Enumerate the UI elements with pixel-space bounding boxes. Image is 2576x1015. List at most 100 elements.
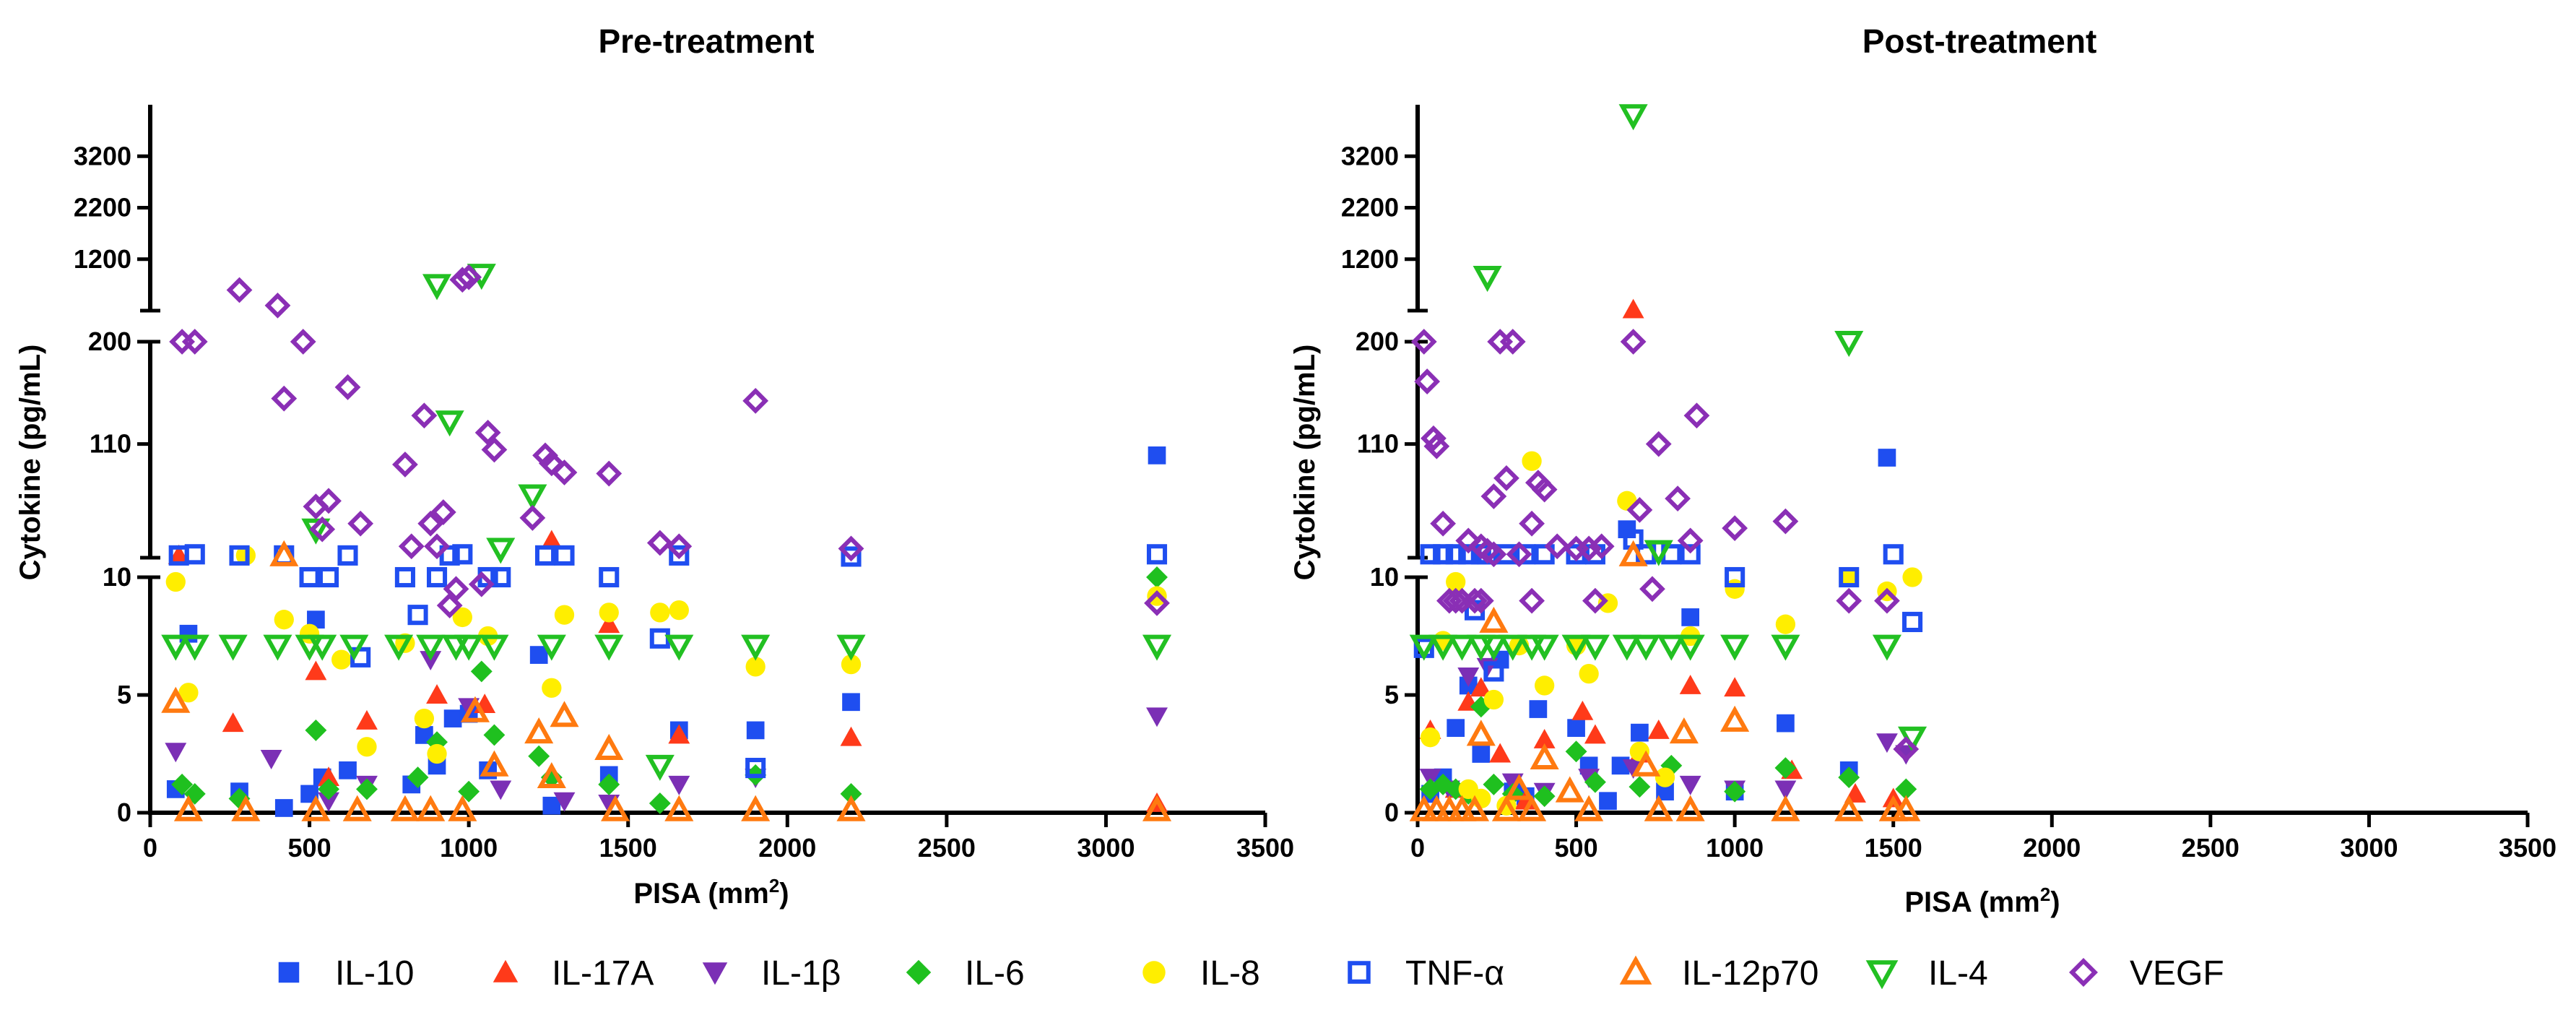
data-point — [390, 795, 420, 821]
x-tick-label: 1500 — [1865, 833, 1922, 863]
data-point — [1420, 727, 1441, 748]
data-point — [1612, 634, 1642, 661]
data-point — [173, 795, 203, 821]
data-point — [274, 610, 294, 630]
data-point — [1629, 776, 1651, 798]
x-tick-label: 500 — [1555, 833, 1598, 863]
data-point — [1777, 714, 1795, 733]
data-points — [161, 264, 1172, 821]
data-point — [1460, 795, 1490, 821]
data-point — [483, 724, 506, 746]
data-point — [650, 602, 670, 623]
data-point — [1644, 540, 1673, 566]
data-point — [554, 605, 575, 625]
data-point — [1631, 723, 1649, 742]
x-tick-label: 2500 — [918, 833, 976, 863]
legend-item: IL-12p70 — [1619, 954, 1819, 993]
data-point — [1724, 780, 1746, 803]
data-point — [1410, 329, 1437, 355]
data-point — [456, 264, 482, 290]
data-point — [1669, 717, 1699, 744]
data-point — [542, 678, 562, 698]
legend-label: IL-17A — [552, 954, 654, 993]
data-point — [1579, 664, 1599, 684]
data-point — [1774, 757, 1797, 779]
data-point — [1535, 675, 1555, 696]
data-point — [1775, 614, 1796, 634]
data-point — [1679, 775, 1701, 795]
data-point — [430, 499, 456, 525]
data-point — [1420, 544, 1441, 565]
data-point — [1472, 745, 1491, 763]
data-point — [222, 712, 244, 733]
data-point — [1517, 795, 1547, 821]
data-point — [537, 634, 566, 661]
data-point — [1665, 485, 1691, 512]
y-axis-label: Cytokine (pg/mL) — [1289, 345, 1321, 581]
data-point — [1430, 510, 1457, 537]
data-point — [841, 546, 862, 567]
data-point — [165, 743, 187, 763]
data-point — [443, 576, 469, 602]
data-point — [1772, 508, 1799, 535]
data-point — [1839, 567, 1859, 587]
x-tick-label: 3000 — [1077, 833, 1135, 863]
data-point — [649, 628, 670, 649]
data-point — [664, 795, 694, 821]
data-point — [1584, 724, 1606, 744]
y-tick-label: 2200 — [1341, 193, 1399, 223]
data-point — [269, 540, 299, 566]
data-point — [161, 634, 191, 661]
data-point — [594, 733, 624, 760]
data-point — [668, 775, 690, 795]
data-point — [184, 544, 205, 565]
data-point — [318, 792, 339, 812]
data-point — [165, 571, 186, 592]
data-point — [1529, 700, 1548, 718]
data-point — [1419, 778, 1441, 800]
x-axis-label: PISA (mm2) — [633, 875, 789, 910]
series-il-12p70 — [161, 540, 1172, 821]
legend-item: VEGF — [2069, 954, 2224, 993]
data-point — [1902, 567, 1922, 587]
legend-marker — [1348, 961, 1371, 984]
data-point — [1144, 589, 1170, 616]
legend-item: IL-6 — [906, 954, 1025, 993]
data-point — [1496, 544, 1517, 565]
data-point — [427, 743, 447, 764]
data-point — [416, 795, 446, 821]
legend-item: TNF-α — [1348, 954, 1504, 993]
legend-marker — [1142, 961, 1166, 984]
data-point — [347, 510, 374, 537]
data-point — [411, 402, 438, 429]
data-point — [181, 329, 208, 355]
data-point — [1895, 778, 1917, 800]
data-point — [1902, 611, 1923, 632]
data-point — [1571, 700, 1594, 720]
data-point — [1645, 431, 1672, 457]
pre-treatment-panel: Pre-treatment Cytokine (pg/mL) PISA (mm2… — [14, 22, 1294, 910]
data-point — [554, 545, 575, 566]
data-point — [1567, 719, 1585, 737]
data-point — [745, 758, 766, 779]
data-point — [263, 634, 292, 661]
data-point — [528, 745, 550, 767]
data-point — [490, 566, 511, 588]
data-point — [1142, 795, 1172, 821]
data-point — [646, 530, 673, 556]
data-point — [426, 566, 448, 588]
data-point — [836, 634, 866, 661]
data-point — [1618, 104, 1648, 131]
data-point — [836, 795, 866, 821]
data-point — [448, 795, 477, 821]
data-point — [1462, 587, 1488, 614]
data-point — [1565, 740, 1587, 763]
legend-label: IL-10 — [335, 954, 414, 993]
data-point — [553, 792, 576, 812]
data-point — [842, 693, 860, 712]
legend-marker — [2069, 958, 2098, 987]
data-point — [669, 545, 690, 566]
data-point — [1834, 331, 1864, 358]
x-tick-label: 500 — [288, 833, 331, 863]
chart-title: Pre-treatment — [598, 22, 814, 60]
